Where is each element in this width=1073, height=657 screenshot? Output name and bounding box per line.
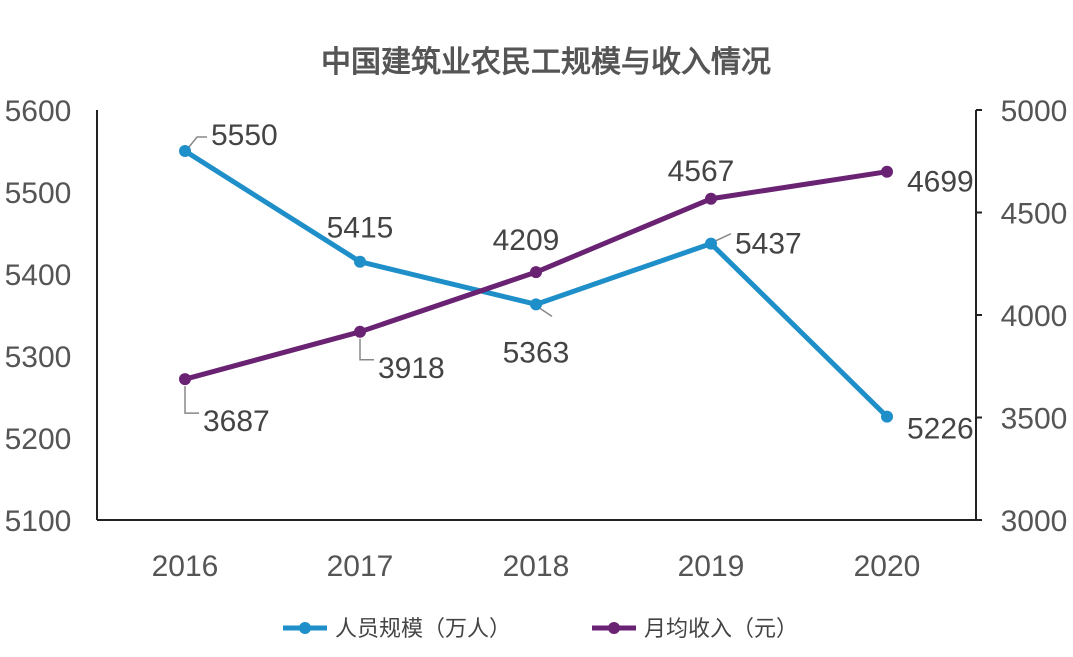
data-point (881, 165, 893, 178)
y-left-tick-label: 5400 (5, 259, 72, 292)
data-point (705, 237, 717, 250)
chart-title: 中国建筑业农民工规模与收入情况 (321, 45, 771, 80)
series-lines (183, 148, 889, 419)
x-tick-label: 2018 (503, 550, 570, 583)
label-leader (184, 386, 199, 414)
legend-label: 人员规模（万人） (335, 617, 511, 642)
x-tick-label: 2017 (327, 550, 394, 583)
label-leader (539, 307, 553, 317)
data-labels: 5550 5415 5363 5437 5226 3687 3918 4209 4567 4699 (203, 119, 974, 446)
series-points (179, 145, 893, 423)
legend: 人员规模（万人） 月均收入（元） (283, 617, 798, 642)
legend-label: 月均收入（元） (644, 617, 798, 642)
data-label: 5550 (211, 119, 278, 152)
y-left-tick-label: 5100 (5, 505, 72, 538)
y-left-tick-label: 5300 (5, 341, 72, 374)
data-point (354, 255, 366, 268)
label-leader (359, 338, 374, 361)
label-leader (188, 136, 207, 148)
y-right-tick-label: 3000 (1001, 505, 1068, 538)
data-label: 3918 (378, 352, 445, 385)
data-label: 5437 (735, 228, 802, 261)
data-point (179, 373, 191, 386)
y-left-tick-label: 5600 (5, 95, 72, 128)
y-right-tick-label: 4000 (1001, 300, 1068, 333)
data-label: 4567 (668, 155, 735, 188)
data-point (530, 266, 542, 279)
data-label: 3687 (203, 405, 270, 438)
data-label: 5415 (327, 212, 394, 245)
axes: 5100 5200 5300 5400 5500 5600 3000 3500 4000 4500… (5, 95, 1068, 583)
label-leader (715, 232, 732, 242)
y-left-tick-label: 5500 (5, 177, 72, 210)
y-right-tick-label: 4500 (1001, 198, 1068, 231)
x-tick-label: 2020 (854, 550, 921, 583)
legend-swatch-marker (299, 622, 311, 634)
data-label: 5226 (907, 413, 974, 446)
x-tick-label: 2016 (152, 550, 219, 583)
series-line-1 (183, 148, 889, 419)
data-point (354, 325, 366, 338)
y-right-tick-label: 5000 (1001, 95, 1068, 128)
y-left-tick-label: 5200 (5, 423, 72, 456)
data-point (179, 145, 191, 157)
data-point (881, 410, 893, 423)
data-point (530, 298, 542, 311)
legend-swatch-marker (608, 622, 620, 634)
data-label: 5363 (503, 336, 570, 369)
data-point (705, 192, 717, 205)
data-label: 4209 (493, 224, 560, 257)
label-leaders (184, 136, 732, 414)
x-tick-label: 2019 (678, 550, 745, 583)
y-right-tick-label: 3500 (1001, 403, 1068, 436)
data-label: 4699 (907, 166, 974, 199)
